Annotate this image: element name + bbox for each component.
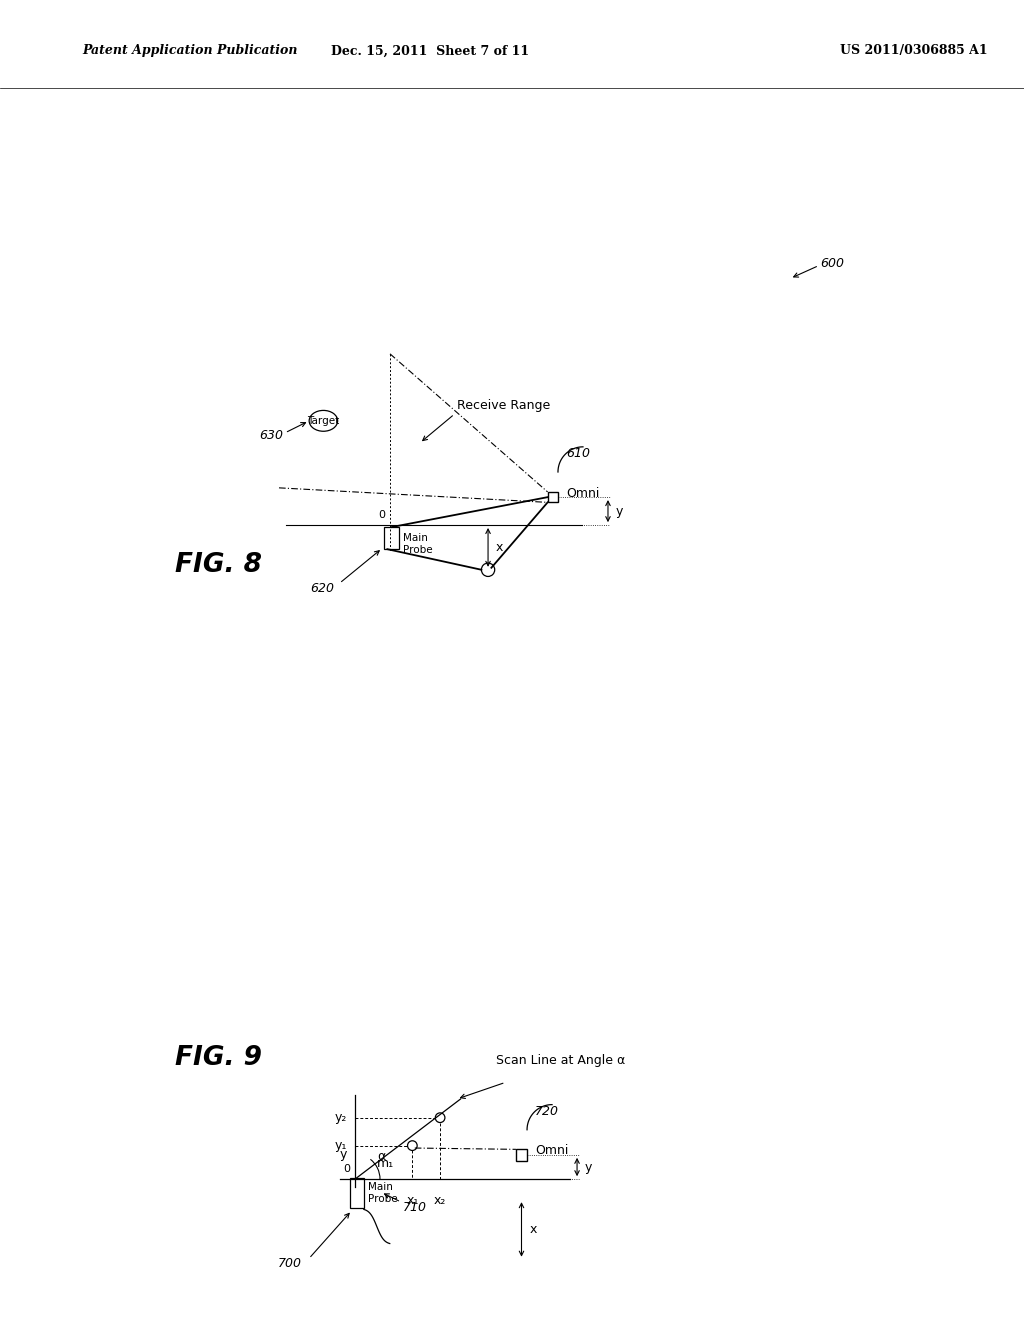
Text: y: y	[616, 504, 624, 517]
Text: y: y	[340, 1148, 347, 1162]
Text: α: α	[377, 1151, 385, 1163]
Text: 0: 0	[343, 1164, 350, 1173]
Text: Scan Line at Angle α: Scan Line at Angle α	[496, 1055, 625, 1068]
Text: 0: 0	[378, 510, 385, 520]
Text: y₂: y₂	[335, 1111, 347, 1125]
Text: m₁: m₁	[377, 1158, 394, 1171]
Text: Target: Target	[307, 416, 340, 426]
Text: US 2011/0306885 A1: US 2011/0306885 A1	[840, 45, 987, 57]
Bar	[350, 1179, 364, 1208]
Text: 600: 600	[820, 257, 844, 271]
Text: Receive Range: Receive Range	[457, 400, 550, 412]
Bar	[384, 527, 399, 549]
Text: 720: 720	[536, 1105, 559, 1118]
Text: Main
Probe: Main Probe	[368, 1183, 397, 1204]
Text: Main
Probe: Main Probe	[403, 533, 433, 554]
Text: 630: 630	[259, 429, 283, 442]
Text: x: x	[529, 1222, 537, 1236]
Text: Omni: Omni	[536, 1144, 568, 1158]
Text: x: x	[496, 541, 504, 554]
Text: x₁: x₁	[407, 1195, 419, 1208]
Text: FIG. 8: FIG. 8	[175, 552, 262, 578]
Text: Patent Application Publication: Patent Application Publication	[82, 45, 297, 57]
Bar	[516, 1150, 527, 1160]
Text: 710: 710	[403, 1201, 427, 1213]
Bar	[548, 492, 558, 503]
Text: 700: 700	[278, 1257, 302, 1270]
Text: FIG. 9: FIG. 9	[175, 1045, 262, 1072]
Text: Omni: Omni	[566, 487, 599, 500]
Text: 610: 610	[566, 447, 590, 461]
Text: y₁: y₁	[335, 1139, 347, 1152]
Text: Dec. 15, 2011  Sheet 7 of 11: Dec. 15, 2011 Sheet 7 of 11	[331, 45, 529, 57]
Text: 620: 620	[310, 582, 335, 595]
Text: y: y	[585, 1160, 593, 1173]
Text: x₂: x₂	[434, 1195, 446, 1208]
